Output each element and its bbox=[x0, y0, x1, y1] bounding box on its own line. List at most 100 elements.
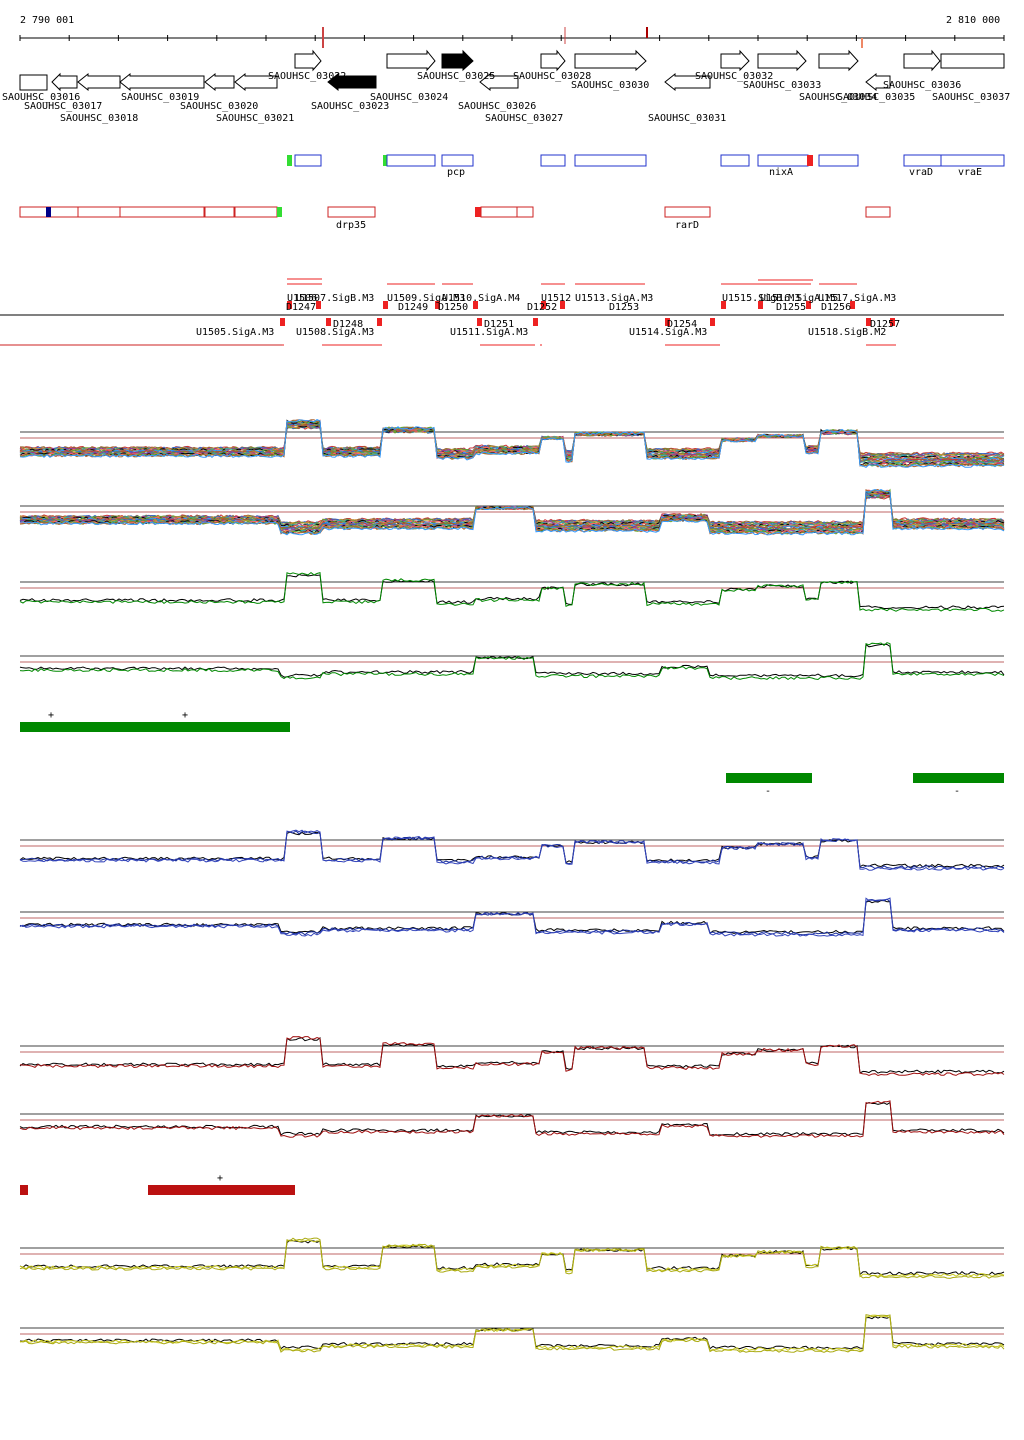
tu-marker bbox=[758, 301, 763, 309]
gene-arrow[interactable] bbox=[903, 49, 941, 72]
feature-box[interactable] bbox=[277, 207, 282, 217]
tu-marker bbox=[383, 301, 388, 309]
gene-arrow[interactable] bbox=[294, 49, 322, 72]
red-region-bar[interactable] bbox=[148, 1185, 295, 1195]
tu-marker bbox=[890, 318, 895, 326]
expression-profile-line bbox=[19, 421, 1005, 464]
gene-label: SAOUHSC_03025 bbox=[417, 71, 495, 82]
feature-box[interactable] bbox=[865, 206, 891, 218]
gene-label: SAOUHSC_03037 bbox=[932, 92, 1010, 103]
feature-box[interactable] bbox=[119, 206, 205, 218]
gene-arrow[interactable] bbox=[119, 72, 205, 92]
tu-marker bbox=[316, 301, 321, 309]
feature-box[interactable] bbox=[480, 206, 518, 218]
feature-box[interactable] bbox=[294, 154, 322, 167]
gene-arrow[interactable] bbox=[865, 72, 891, 92]
gene-arrow[interactable] bbox=[664, 72, 711, 92]
expression-panel bbox=[19, 419, 1005, 468]
expression-profile-line bbox=[19, 897, 1005, 937]
feature-box[interactable] bbox=[77, 206, 121, 218]
feature-box[interactable] bbox=[386, 154, 436, 167]
gene-label: SAOUHSC_03030 bbox=[571, 80, 649, 91]
gene-label: SAOUHSC_03032 bbox=[695, 71, 773, 82]
feature-box[interactable] bbox=[540, 154, 566, 167]
feature-box[interactable] bbox=[327, 206, 376, 218]
gene-arrow[interactable] bbox=[818, 49, 859, 72]
feature-box[interactable] bbox=[204, 206, 235, 218]
tu-label: U1516.SigA.M5 bbox=[760, 293, 838, 304]
feature-box[interactable] bbox=[475, 207, 481, 217]
tu-label: D1254 bbox=[667, 319, 697, 330]
feature-box[interactable] bbox=[807, 155, 813, 166]
gene-arrow[interactable] bbox=[940, 53, 1005, 69]
tu-label: U1514.SigA.M3 bbox=[629, 327, 707, 338]
tu-marker bbox=[533, 318, 538, 326]
gene-label: SAOUHSC_03024 bbox=[370, 92, 448, 103]
expression-profile-line bbox=[19, 1316, 1005, 1350]
gene-arrow[interactable] bbox=[540, 49, 566, 72]
gene-annotation-track: SAOUHSC_03016 SAOUHSC_03017 SAOUHSC_0301… bbox=[2, 49, 1010, 124]
expression-profile-line bbox=[19, 829, 1005, 871]
gene-arrow[interactable] bbox=[51, 72, 78, 92]
feature-box[interactable] bbox=[383, 155, 387, 166]
expression-profile-line bbox=[19, 420, 1005, 465]
feature-box[interactable] bbox=[720, 154, 750, 167]
expression-profile-line bbox=[19, 642, 1005, 681]
tu-marker bbox=[850, 301, 855, 309]
tu-label: U1511.SigA.M3 bbox=[450, 327, 528, 338]
feature-box[interactable] bbox=[441, 154, 474, 167]
tu-marker bbox=[477, 318, 482, 326]
expression-panel bbox=[19, 571, 1005, 612]
feature-box[interactable] bbox=[234, 206, 278, 218]
feature-box[interactable] bbox=[46, 207, 51, 217]
gene-name-label: drp35 bbox=[336, 220, 366, 231]
tu-marker bbox=[287, 301, 292, 309]
tu-label: U1512 bbox=[541, 293, 571, 304]
expression-panel bbox=[19, 488, 1005, 536]
expression-profile-line bbox=[19, 419, 1005, 466]
tu-label: U1505.SigA.M3 bbox=[196, 327, 274, 338]
green-region-bar[interactable] bbox=[20, 722, 290, 732]
tu-marker bbox=[377, 318, 382, 326]
gene-arrow[interactable] bbox=[19, 74, 48, 91]
tu-label: U1507.SigB.M3 bbox=[296, 293, 374, 304]
gene-label: SAOUHSC_03028 bbox=[513, 71, 591, 82]
feature-box[interactable] bbox=[940, 154, 1005, 167]
region-strand-mark: - bbox=[765, 786, 771, 797]
feature-box[interactable] bbox=[818, 154, 859, 167]
feature-box[interactable] bbox=[903, 154, 942, 167]
feature-box[interactable] bbox=[757, 154, 809, 167]
gene-arrow[interactable] bbox=[441, 49, 474, 72]
gene-arrow[interactable] bbox=[720, 49, 750, 72]
green-region-bar[interactable] bbox=[726, 773, 812, 783]
tu-marker bbox=[560, 301, 565, 309]
gene-arrow[interactable] bbox=[757, 49, 807, 72]
reverse-features-track: drp35 rarD bbox=[19, 206, 891, 231]
feature-box[interactable] bbox=[287, 155, 292, 166]
feature-box[interactable] bbox=[516, 206, 534, 218]
gene-arrow[interactable] bbox=[327, 72, 377, 92]
red-region-bar[interactable] bbox=[20, 1185, 28, 1195]
expression-panel bbox=[19, 1314, 1005, 1353]
gene-arrow[interactable] bbox=[234, 72, 278, 92]
gene-arrow[interactable] bbox=[386, 49, 436, 72]
green-region-bar[interactable] bbox=[913, 773, 1004, 783]
gene-arrow[interactable] bbox=[479, 72, 519, 92]
gene-label: SAOUHSC_03018 bbox=[60, 113, 138, 124]
tu-label: U1509.SigA.M3 bbox=[387, 293, 465, 304]
feature-box[interactable] bbox=[664, 206, 711, 218]
gene-arrow[interactable] bbox=[204, 72, 235, 92]
expression-profile-line bbox=[19, 1101, 1005, 1136]
feature-box[interactable] bbox=[574, 154, 647, 167]
expression-panel bbox=[19, 642, 1005, 681]
expression-profile-line bbox=[19, 420, 1005, 466]
expression-profile-line bbox=[19, 419, 1005, 468]
tu-label: U1508.SigA.M3 bbox=[296, 327, 374, 338]
ruler-start-label: 2 790 001 bbox=[20, 15, 74, 26]
gene-arrow[interactable] bbox=[574, 49, 647, 72]
region-strand-mark: + bbox=[182, 710, 188, 721]
gene-arrow[interactable] bbox=[77, 72, 121, 92]
tu-label: U1518.SigB.M2 bbox=[808, 327, 886, 338]
